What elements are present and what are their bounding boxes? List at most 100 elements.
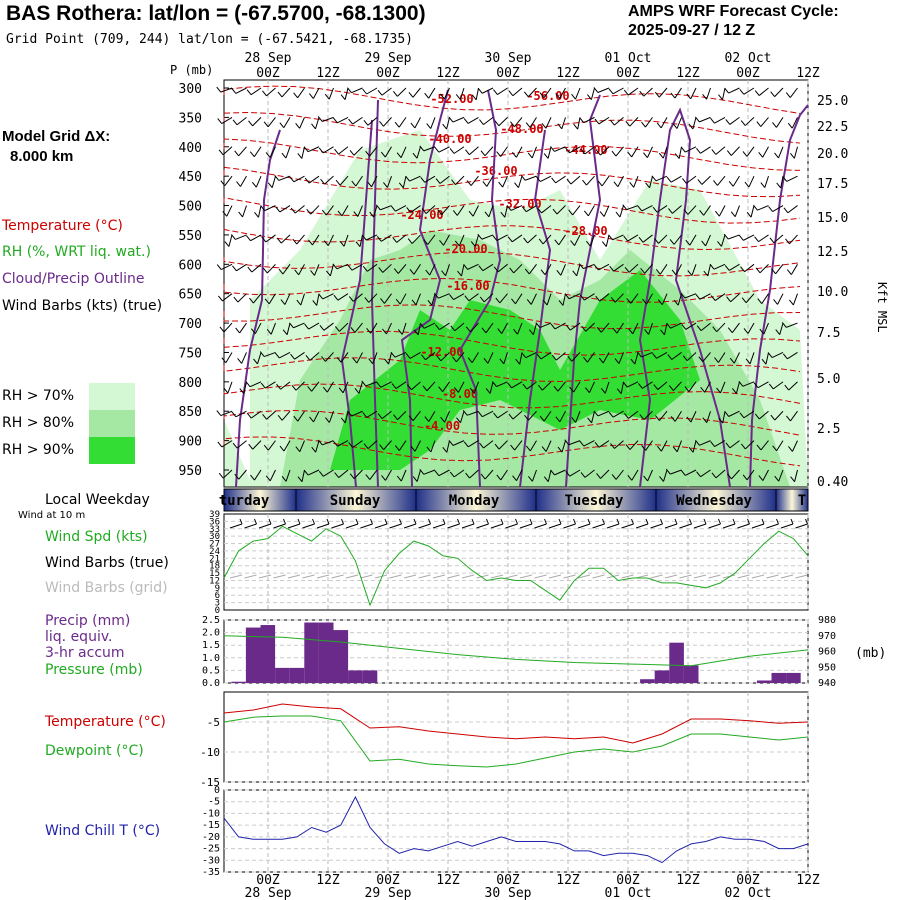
wind-barb-flag <box>625 444 631 450</box>
wind-y-tick: 27 <box>209 540 220 550</box>
grid-wind-barb <box>519 574 533 579</box>
wind-barb-flag <box>463 118 469 124</box>
wind-barb-flag <box>643 152 648 158</box>
wind-barb <box>439 322 450 331</box>
top-time-tick: 00Z <box>256 66 280 81</box>
precip-bar <box>640 679 655 683</box>
wind-barb <box>714 293 726 301</box>
bottom-time-tick: 12Z <box>436 873 460 888</box>
wind-barb-flag <box>770 414 776 421</box>
wind-barb <box>430 117 436 129</box>
wind-barb <box>504 205 508 218</box>
grid-wind-barb <box>664 574 678 579</box>
true-wind-barb <box>403 523 417 529</box>
wind-barb-flag <box>368 358 374 364</box>
wind-barb <box>615 146 624 157</box>
wind-barb <box>327 234 334 246</box>
cloud-outline <box>458 89 502 488</box>
wind-y-tick: 3 <box>215 599 220 609</box>
wind-barb-flag <box>289 176 295 183</box>
bottom-time-tick: 00Z <box>736 873 760 888</box>
wind-barb <box>658 234 668 244</box>
grid-wind-barb <box>432 574 446 579</box>
wind-barb-flag <box>790 476 795 482</box>
wind-barb <box>443 234 450 246</box>
legend-wind-barbs: Wind Barbs (kts) (true) <box>2 298 163 314</box>
wind-barb-flag <box>375 204 381 211</box>
true-wind-barb <box>679 523 692 529</box>
wind-barb <box>583 116 595 124</box>
precip-bar <box>275 667 290 683</box>
wind-barb <box>383 117 392 127</box>
wind-barb <box>642 234 653 243</box>
wind-barb-flag <box>234 150 240 157</box>
wind-barb <box>308 322 320 330</box>
wind-barb-flag <box>514 182 519 188</box>
wind-barb <box>656 352 668 359</box>
wind-barb <box>574 234 581 246</box>
wind-barb-flag <box>639 90 645 97</box>
grid-wind-barb <box>766 574 779 579</box>
wind-barb-flag <box>426 446 432 453</box>
wind-barb-flag <box>377 89 383 96</box>
wind-barb <box>337 116 349 124</box>
true-wind-barb-flag <box>370 518 373 525</box>
wind-barb <box>293 322 305 329</box>
wind-barb <box>703 205 711 216</box>
wind-barb <box>528 410 537 421</box>
wind-barb <box>540 352 552 360</box>
top-time-tick: 12Z <box>316 66 340 81</box>
wind-barb <box>562 293 566 306</box>
wind-barb <box>265 234 276 243</box>
true-wind-barb-flag <box>805 518 808 525</box>
wind-barb-flag <box>333 440 338 447</box>
wind-barb-flag <box>320 178 325 185</box>
top-date-label: 28 Sep <box>245 51 292 66</box>
wind-barb-flag <box>223 387 229 394</box>
wind-barb <box>474 234 479 247</box>
wind-barb-flag <box>361 234 367 241</box>
wind-barb <box>424 175 436 183</box>
wind-barb-flag <box>507 382 512 389</box>
wind-barb <box>776 117 784 128</box>
wind-barb <box>774 410 784 421</box>
wind-barb <box>648 322 653 335</box>
wind-barb-flag <box>758 475 764 481</box>
true-wind-barb <box>360 523 373 529</box>
true-wind-barb <box>505 523 518 529</box>
wind-barb <box>344 87 349 100</box>
wind-barb-flag <box>786 269 792 275</box>
grid-wind-barb <box>331 574 344 579</box>
wind-barb-flag <box>510 444 516 451</box>
wind-barb <box>298 264 305 276</box>
grid-wind-barb <box>287 574 301 579</box>
wind-barb <box>453 146 465 154</box>
wind-barb-flag <box>260 205 266 211</box>
grid-wind-barb <box>780 574 794 579</box>
wind-barb-flag <box>665 468 671 475</box>
wind-barb-flag <box>756 121 762 127</box>
wind-barb-flag <box>714 357 719 363</box>
grid-wind-barb <box>548 574 562 579</box>
wind-barb <box>423 322 436 329</box>
wind-barb <box>670 322 682 329</box>
dewpoint-line <box>223 715 809 768</box>
wind-barb <box>632 322 639 335</box>
wind-barb <box>676 440 682 452</box>
wind-barb <box>397 410 407 421</box>
true-wind-barb <box>447 523 460 529</box>
wind-barb <box>315 440 320 453</box>
wind-barb <box>294 352 305 360</box>
wind-barb-flag <box>246 235 251 242</box>
cloud-outline <box>235 129 281 488</box>
wind-barb <box>511 234 523 243</box>
wind-barb <box>604 381 610 394</box>
wind-barb <box>718 352 726 363</box>
wind-barb-flag <box>395 298 401 305</box>
wind-barb-flag <box>436 355 442 362</box>
wind-barb <box>559 87 566 99</box>
wind-barb-flag <box>332 263 338 270</box>
wind-barb-flag <box>349 473 355 479</box>
wind-barb-flag <box>543 153 549 159</box>
wind-barb-flag <box>438 386 444 392</box>
